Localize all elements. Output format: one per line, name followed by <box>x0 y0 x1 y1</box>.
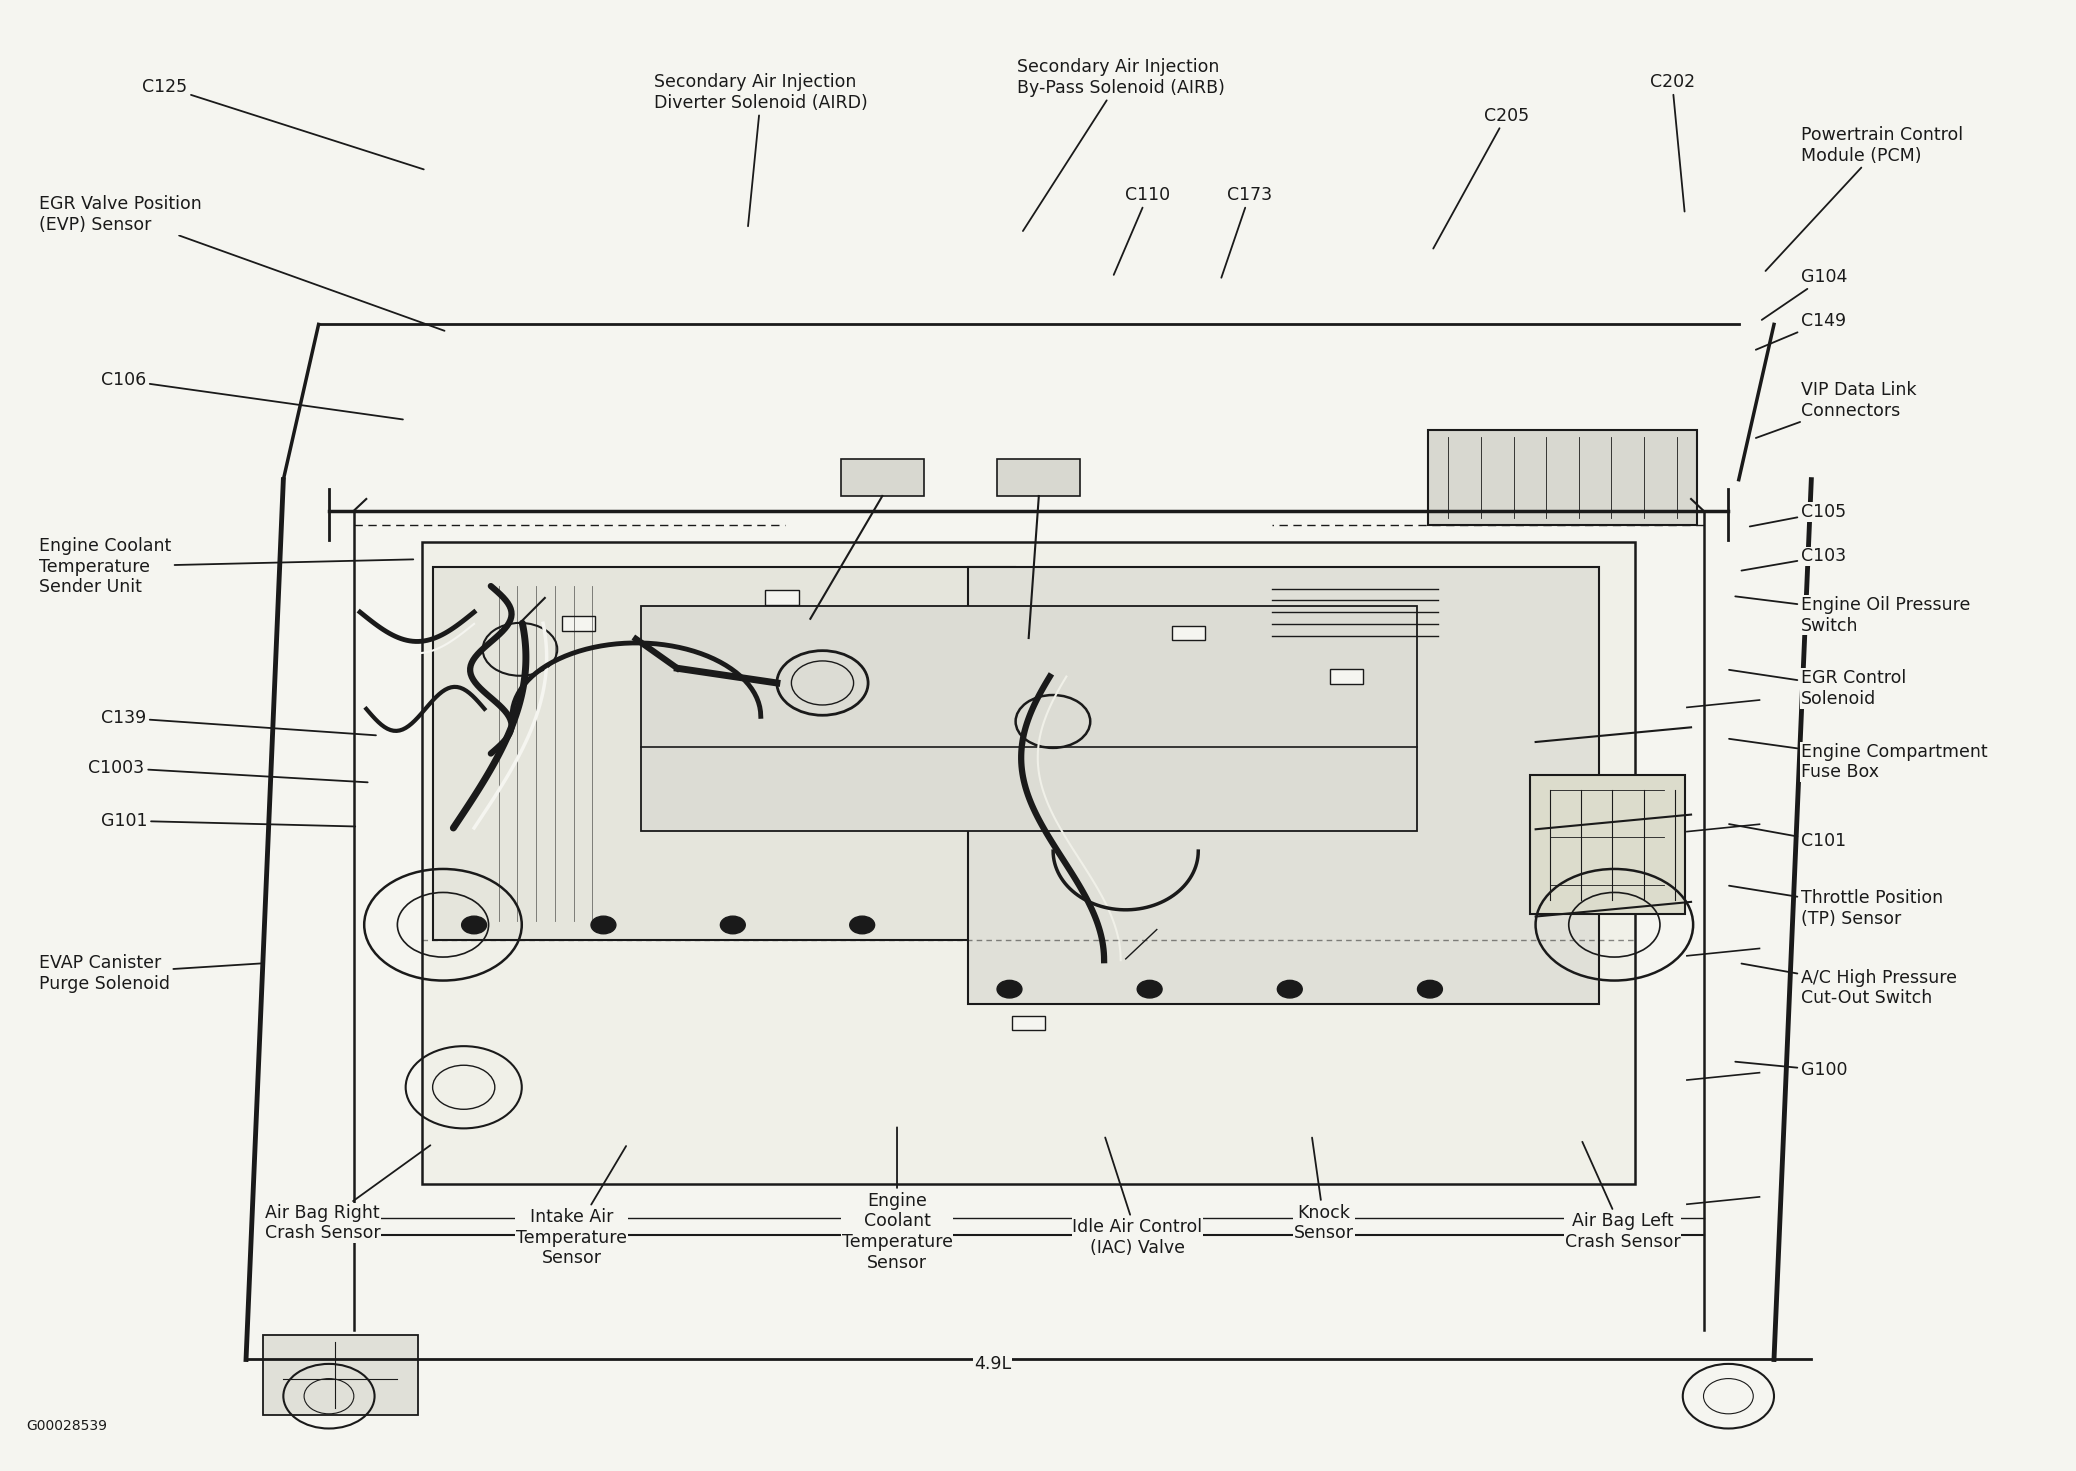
Text: EVAP Canister
Purge Solenoid: EVAP Canister Purge Solenoid <box>39 955 264 993</box>
Text: A/C High Pressure
Cut-Out Switch: A/C High Pressure Cut-Out Switch <box>1742 964 1958 1008</box>
Text: VIP Data Link
Connectors: VIP Data Link Connectors <box>1756 381 1916 438</box>
Circle shape <box>720 916 745 934</box>
Text: Engine
Coolant
Temperature
Sensor: Engine Coolant Temperature Sensor <box>841 1127 953 1272</box>
Text: C106: C106 <box>102 371 403 419</box>
Text: C149: C149 <box>1756 312 1846 350</box>
Text: C125: C125 <box>143 78 424 169</box>
Text: Idle Air Control
(IAC) Valve: Idle Air Control (IAC) Valve <box>1073 1137 1202 1258</box>
Text: Engine Coolant
Temperature
Sender Unit: Engine Coolant Temperature Sender Unit <box>39 537 413 596</box>
Text: Engine Oil Pressure
Switch: Engine Oil Pressure Switch <box>1736 596 1970 634</box>
Text: C139: C139 <box>102 709 376 736</box>
Bar <box>1428 430 1698 525</box>
Bar <box>996 459 1080 496</box>
FancyBboxPatch shape <box>421 541 1636 1184</box>
Text: C205: C205 <box>1432 107 1528 249</box>
Bar <box>1530 775 1686 915</box>
Text: C101: C101 <box>1729 824 1846 850</box>
Bar <box>1013 1016 1044 1030</box>
Text: C202: C202 <box>1650 74 1694 212</box>
Text: Knock
Sensor: Knock Sensor <box>1293 1137 1354 1243</box>
Text: C173: C173 <box>1221 187 1273 278</box>
Text: Intake Air
Temperature
Sensor: Intake Air Temperature Sensor <box>517 1146 627 1268</box>
Text: EGR Valve Position
(EVP) Sensor: EGR Valve Position (EVP) Sensor <box>39 194 444 331</box>
Text: Secondary Air Injection
By-Pass Solenoid (AIRB): Secondary Air Injection By-Pass Solenoid… <box>1017 59 1225 231</box>
Text: G104: G104 <box>1763 268 1848 319</box>
Text: G00028539: G00028539 <box>27 1420 108 1433</box>
Text: C1003: C1003 <box>89 759 367 783</box>
Bar <box>766 590 799 605</box>
Bar <box>967 568 1599 1003</box>
Text: Engine Compartment
Fuse Box: Engine Compartment Fuse Box <box>1729 738 1987 781</box>
Circle shape <box>592 916 617 934</box>
Text: C103: C103 <box>1742 547 1846 571</box>
Circle shape <box>849 916 874 934</box>
Bar <box>432 568 1015 940</box>
Bar <box>841 459 924 496</box>
Text: C110: C110 <box>1113 187 1171 275</box>
Circle shape <box>1418 980 1443 997</box>
Circle shape <box>1277 980 1302 997</box>
Text: G101: G101 <box>102 812 355 830</box>
Circle shape <box>1138 980 1163 997</box>
Bar <box>563 616 594 631</box>
Bar <box>264 1334 417 1415</box>
Bar <box>1173 625 1206 640</box>
Text: Air Bag Left
Crash Sensor: Air Bag Left Crash Sensor <box>1565 1141 1679 1252</box>
Circle shape <box>461 916 486 934</box>
Bar <box>1331 669 1364 684</box>
Circle shape <box>996 980 1021 997</box>
Text: G100: G100 <box>1736 1061 1848 1080</box>
Text: Throttle Position
(TP) Sensor: Throttle Position (TP) Sensor <box>1729 886 1943 928</box>
Text: Powertrain Control
Module (PCM): Powertrain Control Module (PCM) <box>1765 127 1964 271</box>
Bar <box>641 606 1416 831</box>
Text: Secondary Air Injection
Diverter Solenoid (AIRD): Secondary Air Injection Diverter Solenoi… <box>654 74 868 227</box>
Text: 4.9L: 4.9L <box>974 1355 1011 1372</box>
Text: Air Bag Right
Crash Sensor: Air Bag Right Crash Sensor <box>266 1146 430 1243</box>
Text: C105: C105 <box>1750 503 1846 527</box>
Text: EGR Control
Solenoid: EGR Control Solenoid <box>1729 669 1906 708</box>
